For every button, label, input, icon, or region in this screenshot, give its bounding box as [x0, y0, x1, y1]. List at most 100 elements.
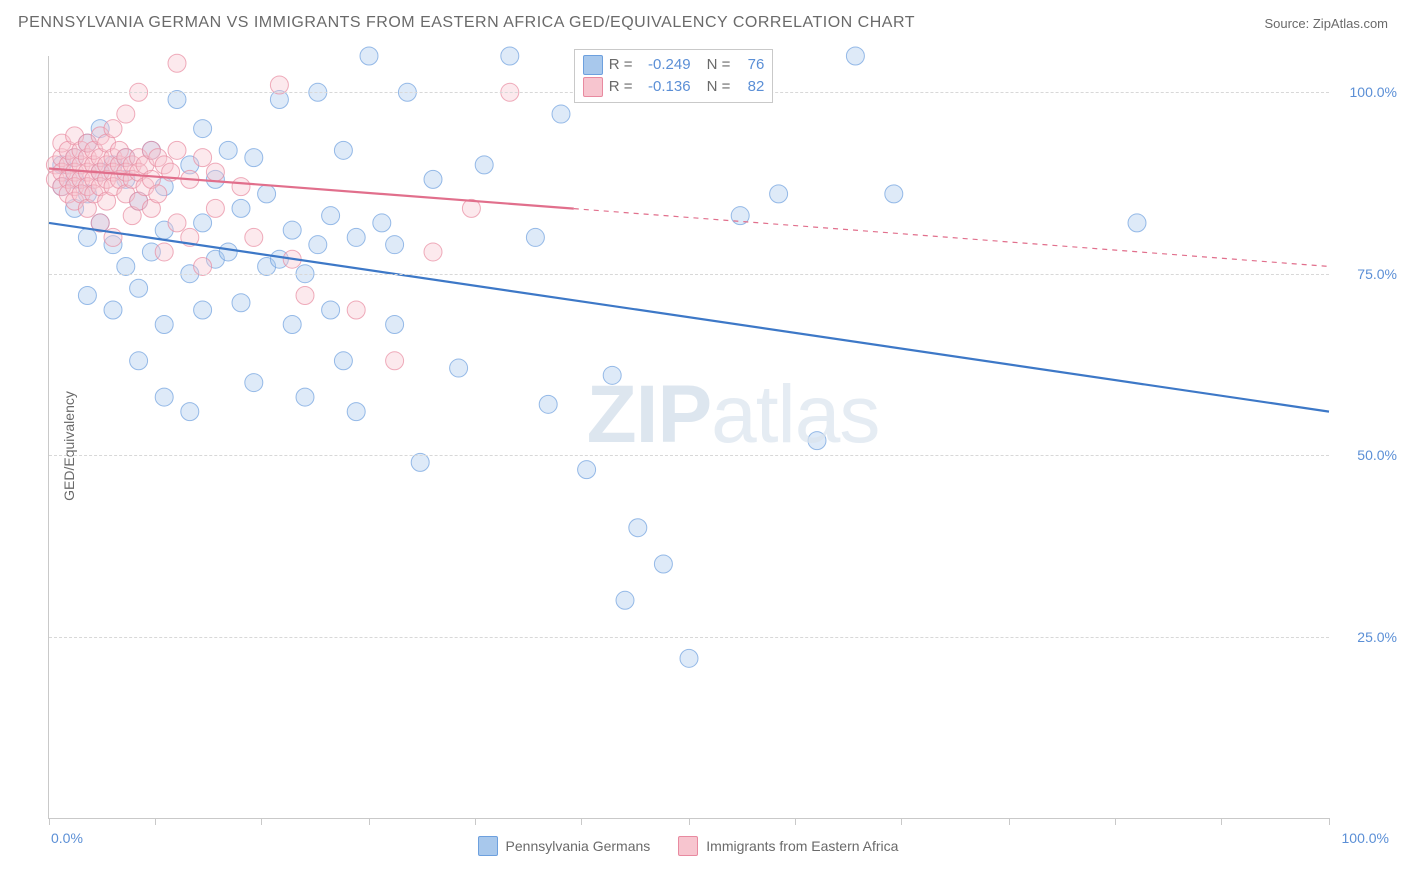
chart-header: PENNSYLVANIA GERMAN VS IMMIGRANTS FROM E… [18, 14, 1388, 32]
scatter-point-ea [386, 352, 404, 370]
scatter-point-pg [219, 243, 237, 261]
xtick [49, 818, 50, 825]
scatter-point-ea [117, 105, 135, 123]
scatter-point-ea [194, 149, 212, 167]
scatter-point-pg [347, 403, 365, 421]
correlation-row-ea: R = -0.136 N = 82 [583, 76, 765, 98]
scatter-point-pg [283, 221, 301, 239]
scatter-point-pg [194, 120, 212, 138]
xtick [1009, 818, 1010, 825]
scatter-point-pg [360, 47, 378, 65]
scatter-point-ea [206, 199, 224, 217]
correlation-row-pg: R =-0.249N =76 [583, 54, 765, 76]
ytick-label: 50.0% [1337, 447, 1397, 463]
xtick-label-max: 100.0% [1342, 830, 1389, 846]
scatter-point-ea [104, 120, 122, 138]
scatter-point-pg [130, 352, 148, 370]
swatch-pg [478, 836, 498, 856]
scatter-point-ea [149, 185, 167, 203]
scatter-point-pg [539, 395, 557, 413]
gridline-h [49, 637, 1329, 638]
scatter-point-pg [680, 649, 698, 667]
scatter-point-ea [168, 54, 186, 72]
scatter-point-pg [322, 301, 340, 319]
footer-legend: Pennsylvania Germans Immigrants from Eas… [48, 836, 1328, 856]
chart-title: PENNSYLVANIA GERMAN VS IMMIGRANTS FROM E… [18, 14, 915, 32]
scatter-point-ea [245, 228, 263, 246]
scatter-point-pg [194, 301, 212, 319]
scatter-point-pg [603, 366, 621, 384]
n-label: N = [707, 78, 731, 95]
scatter-point-ea [155, 243, 173, 261]
scatter-point-pg [181, 403, 199, 421]
scatter-point-pg [334, 141, 352, 159]
gridline-h [49, 455, 1329, 456]
legend-label-ea: Immigrants from Eastern Africa [706, 838, 898, 854]
legend-item-ea: Immigrants from Eastern Africa [678, 836, 898, 856]
scatter-chart: 25.0%50.0%75.0%100.0%0.0%100.0%ZIPatlasR… [48, 56, 1329, 819]
scatter-point-pg [450, 359, 468, 377]
scatter-point-pg [258, 185, 276, 203]
xtick [689, 818, 690, 825]
scatter-point-pg [334, 352, 352, 370]
r-value: -0.136 [639, 78, 691, 95]
r-value: -0.249 [639, 56, 691, 73]
xtick [475, 818, 476, 825]
scatter-point-pg [373, 214, 391, 232]
scatter-point-pg [770, 185, 788, 203]
legend-item-pg: Pennsylvania Germans [478, 836, 651, 856]
r-label: R = [609, 78, 633, 95]
scatter-point-pg [104, 301, 122, 319]
ytick-label: 75.0% [1337, 266, 1397, 282]
trendline-dashed-ea [574, 209, 1329, 267]
scatter-point-pg [578, 461, 596, 479]
scatter-point-pg [1128, 214, 1146, 232]
scatter-point-pg [309, 236, 327, 254]
scatter-point-ea [232, 178, 250, 196]
scatter-point-pg [552, 105, 570, 123]
scatter-point-pg [424, 170, 442, 188]
scatter-point-ea [424, 243, 442, 261]
scatter-point-pg [475, 156, 493, 174]
scatter-point-pg [78, 228, 96, 246]
scatter-point-pg [846, 47, 864, 65]
n-value: 76 [736, 56, 764, 73]
scatter-point-ea [347, 301, 365, 319]
scatter-point-pg [283, 316, 301, 334]
n-value: 82 [736, 78, 764, 95]
scatter-point-pg [629, 519, 647, 537]
scatter-point-pg [219, 141, 237, 159]
scatter-point-pg [526, 228, 544, 246]
swatch-pg [583, 55, 603, 75]
scatter-point-pg [78, 286, 96, 304]
swatch-ea [583, 77, 603, 97]
scatter-point-pg [386, 316, 404, 334]
r-label: R = [609, 56, 633, 73]
plot-svg [49, 56, 1329, 818]
scatter-point-ea [206, 163, 224, 181]
xtick [1115, 818, 1116, 825]
correlation-legend: R = -0.249 N = 76 R = -0.136 N = 82 [574, 49, 774, 103]
scatter-point-pg [322, 207, 340, 225]
scatter-point-pg [155, 388, 173, 406]
xtick [261, 818, 262, 825]
scatter-point-ea [296, 286, 314, 304]
scatter-point-pg [155, 316, 173, 334]
scatter-point-pg [296, 388, 314, 406]
xtick [155, 818, 156, 825]
xtick [795, 818, 796, 825]
scatter-point-pg [885, 185, 903, 203]
xtick [901, 818, 902, 825]
scatter-point-pg [232, 199, 250, 217]
xtick [369, 818, 370, 825]
scatter-point-pg [130, 279, 148, 297]
swatch-ea [678, 836, 698, 856]
scatter-point-pg [808, 432, 826, 450]
xtick [581, 818, 582, 825]
scatter-point-pg [232, 294, 250, 312]
source-attribution: Source: ZipAtlas.com [1264, 16, 1388, 31]
xtick [1221, 818, 1222, 825]
scatter-point-ea [168, 214, 186, 232]
xtick [1329, 818, 1330, 825]
scatter-point-pg [194, 214, 212, 232]
